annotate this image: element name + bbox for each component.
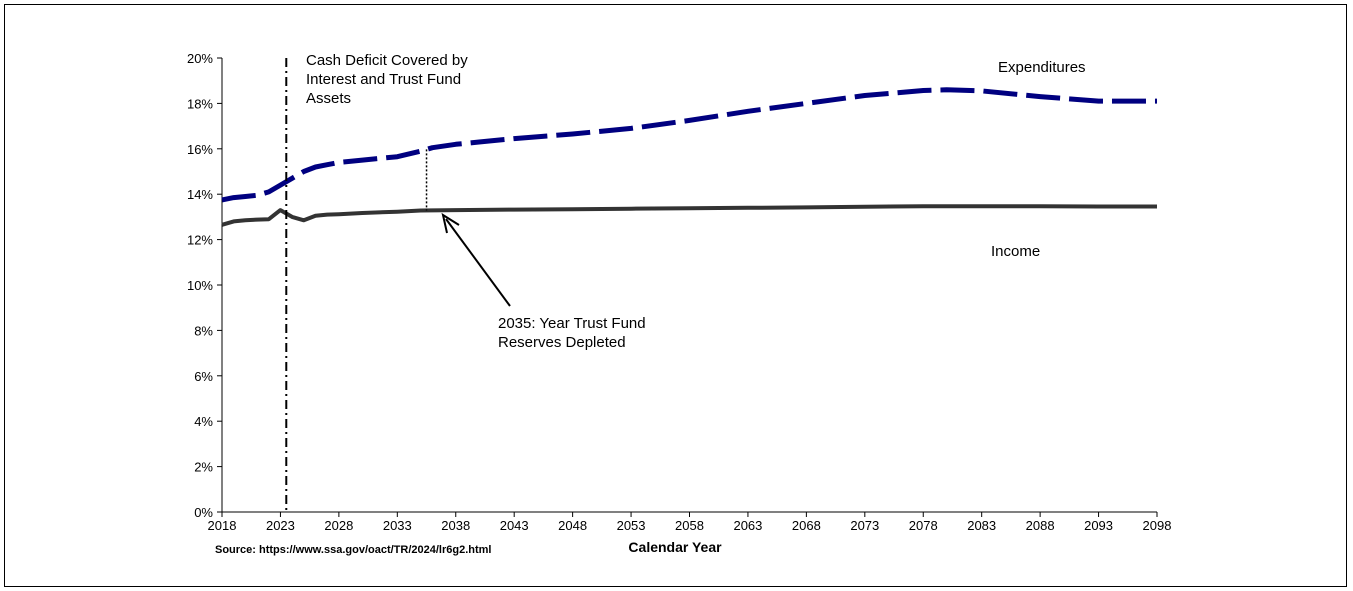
- cash-deficit-line-2: Interest and Trust Fund: [306, 71, 461, 88]
- markers-layer: [285, 58, 428, 512]
- x-tick-label: 2038: [441, 518, 470, 533]
- cash-deficit-line-1: Cash Deficit Covered by: [306, 52, 468, 69]
- x-tick-label: 2033: [383, 518, 412, 533]
- y-tick-label: 14%: [187, 187, 213, 202]
- depletion-line-1: 2035: Year Trust Fund: [498, 315, 646, 332]
- chart-frame: [4, 4, 1347, 587]
- x-tick-label: 2028: [324, 518, 353, 533]
- y-tick-label: 8%: [194, 323, 213, 338]
- x-tick-label: 2078: [909, 518, 938, 533]
- series-line-income: [221, 204, 1157, 227]
- y-tick-label: 12%: [187, 233, 213, 248]
- x-axis-title: Calendar Year: [628, 539, 722, 555]
- y-tick-label: 20%: [187, 51, 213, 66]
- y-tick-label: 16%: [187, 142, 213, 157]
- axes: 0% 2% 4% 6% 8% 10% 12% 14% 16% 18% 20% 2018 2023 2028…: [187, 51, 1171, 533]
- y-tick-label: 4%: [194, 414, 213, 429]
- depletion-arrowhead: [441, 212, 460, 234]
- source-note: Source: https://www.ssa.gov/oact/TR/2024…: [215, 544, 492, 556]
- series-layer: [221, 87, 1157, 227]
- y-tick-label: 6%: [194, 369, 213, 384]
- x-tick-label: 2048: [558, 518, 587, 533]
- y-tick-label: 10%: [187, 278, 213, 293]
- depletion-line-2: Reserves Depleted: [498, 334, 626, 351]
- y-tick-label: 2%: [194, 460, 213, 475]
- x-tick-label: 2058: [675, 518, 704, 533]
- expenditures-label: Expenditures: [998, 59, 1086, 76]
- x-tick-label: 2098: [1143, 518, 1172, 533]
- series-line-expenditures: [221, 87, 1157, 203]
- x-tick-label: 2073: [850, 518, 879, 533]
- x-tick-label: 2088: [1026, 518, 1055, 533]
- x-tick-label: 2093: [1084, 518, 1113, 533]
- x-tick-label: 2018: [208, 518, 237, 533]
- x-tick-label: 2083: [967, 518, 996, 533]
- x-tick-label: 2023: [266, 518, 295, 533]
- y-tick-label: 18%: [187, 96, 213, 111]
- x-tick-label: 2043: [500, 518, 529, 533]
- depletion-annotation: 2035: Year Trust Fund Reserves Depleted: [441, 212, 646, 351]
- x-tick-label: 2068: [792, 518, 821, 533]
- income-label: Income: [991, 243, 1040, 260]
- x-tick-label: 2063: [733, 518, 762, 533]
- depletion-arrow: [445, 218, 511, 307]
- x-tick-label: 2053: [617, 518, 646, 533]
- cash-deficit-annotation: Cash Deficit Covered by Interest and Tru…: [306, 52, 468, 107]
- y-tick-label: 0%: [194, 505, 213, 520]
- cash-deficit-line-3: Assets: [306, 90, 351, 107]
